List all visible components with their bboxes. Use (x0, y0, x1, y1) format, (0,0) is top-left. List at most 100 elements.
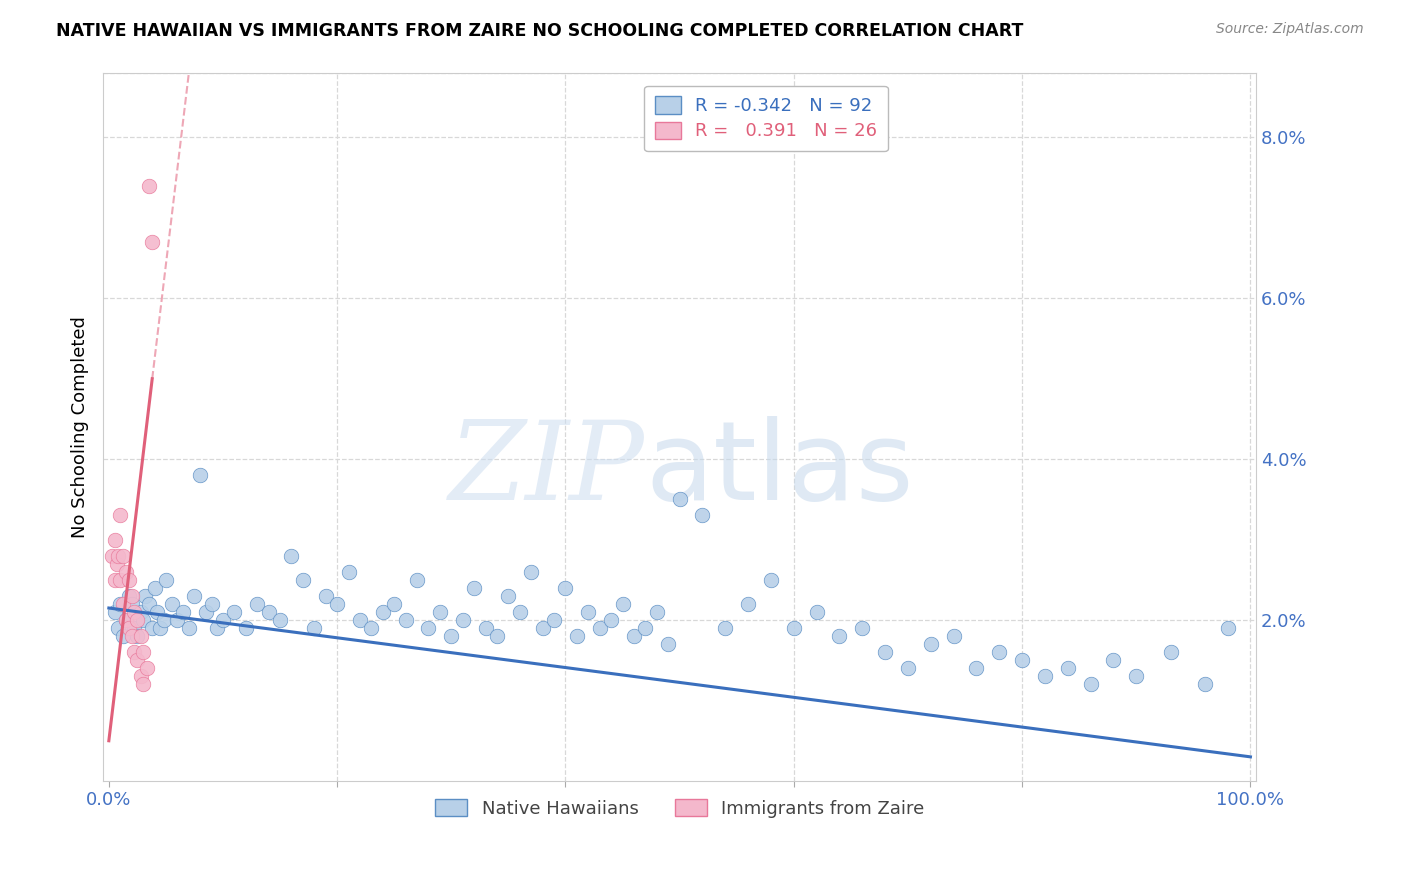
Point (576, 605, 599, 619)
Point (509, 605, 531, 619)
Point (326, 597, 349, 611)
Point (589, 621, 612, 635)
Point (520, 565, 543, 579)
Point (897, 661, 920, 675)
Point (183, 589, 205, 603)
Point (645, 605, 668, 619)
Point (337, 565, 360, 579)
Point (1194, 677, 1216, 691)
Point (257, 605, 280, 619)
Point (118, 621, 141, 635)
Point (129, 629, 152, 643)
Point (121, 597, 143, 611)
Point (166, 613, 188, 627)
Point (235, 621, 257, 635)
Point (692, 508, 714, 523)
Point (103, 605, 125, 619)
Point (111, 597, 134, 611)
Point (554, 581, 576, 595)
Point (160, 597, 183, 611)
Point (132, 645, 155, 659)
Point (103, 573, 125, 587)
Point (110, 597, 132, 611)
Point (1011, 653, 1033, 667)
Point (127, 653, 149, 667)
Point (371, 605, 394, 619)
Point (105, 557, 128, 571)
Point (101, 549, 124, 563)
Point (134, 589, 156, 603)
Point (1056, 661, 1078, 675)
Point (1033, 669, 1056, 683)
Text: atlas: atlas (645, 416, 914, 523)
Point (224, 605, 246, 619)
Point (714, 621, 737, 635)
Point (122, 621, 145, 635)
Point (127, 629, 149, 643)
Point (942, 629, 965, 643)
Point (418, 621, 440, 635)
Point (474, 621, 496, 635)
Point (141, 621, 163, 635)
Point (531, 621, 554, 635)
Point (304, 621, 326, 635)
Point (875, 645, 897, 659)
Point (851, 621, 873, 635)
Point (107, 549, 129, 563)
Point (177, 621, 200, 635)
Point (129, 669, 152, 683)
Point (269, 613, 291, 627)
Point (291, 573, 314, 587)
Point (612, 597, 634, 611)
Point (172, 605, 194, 619)
Point (360, 621, 382, 635)
Point (115, 613, 138, 627)
Point (623, 629, 645, 643)
Point (118, 573, 141, 587)
Point (759, 573, 782, 587)
Point (111, 549, 134, 563)
Point (121, 589, 143, 603)
Point (828, 629, 851, 643)
Legend: Native Hawaiians, Immigrants from Zaire: Native Hawaiians, Immigrants from Zaire (427, 792, 932, 825)
Point (965, 661, 987, 675)
Point (132, 613, 155, 627)
Point (188, 468, 211, 483)
Point (129, 605, 152, 619)
Point (543, 613, 565, 627)
Point (115, 565, 138, 579)
Point (783, 621, 806, 635)
Point (118, 589, 141, 603)
Point (498, 589, 520, 603)
Y-axis label: No Schooling Completed: No Schooling Completed (72, 316, 89, 538)
Point (1102, 653, 1125, 667)
Point (280, 549, 302, 563)
Point (737, 597, 759, 611)
Point (103, 533, 125, 547)
Point (143, 581, 166, 595)
Point (451, 613, 474, 627)
Point (138, 178, 160, 193)
Text: ZIP: ZIP (449, 416, 645, 524)
Point (668, 492, 690, 507)
Point (212, 613, 235, 627)
Point (634, 621, 657, 635)
Point (149, 621, 172, 635)
Point (1216, 621, 1239, 635)
Point (122, 645, 145, 659)
Point (657, 637, 679, 651)
Point (127, 613, 149, 627)
Point (485, 629, 508, 643)
Point (194, 605, 217, 619)
Point (132, 677, 155, 691)
Point (122, 605, 145, 619)
Text: NATIVE HAWAIIAN VS IMMIGRANTS FROM ZAIRE NO SCHOOLING COMPLETED CORRELATION CHAR: NATIVE HAWAIIAN VS IMMIGRANTS FROM ZAIRE… (56, 22, 1024, 40)
Point (107, 621, 129, 635)
Point (395, 613, 418, 627)
Point (565, 629, 588, 643)
Point (110, 573, 132, 587)
Point (138, 597, 160, 611)
Point (1160, 645, 1182, 659)
Point (207, 621, 229, 635)
Point (315, 589, 337, 603)
